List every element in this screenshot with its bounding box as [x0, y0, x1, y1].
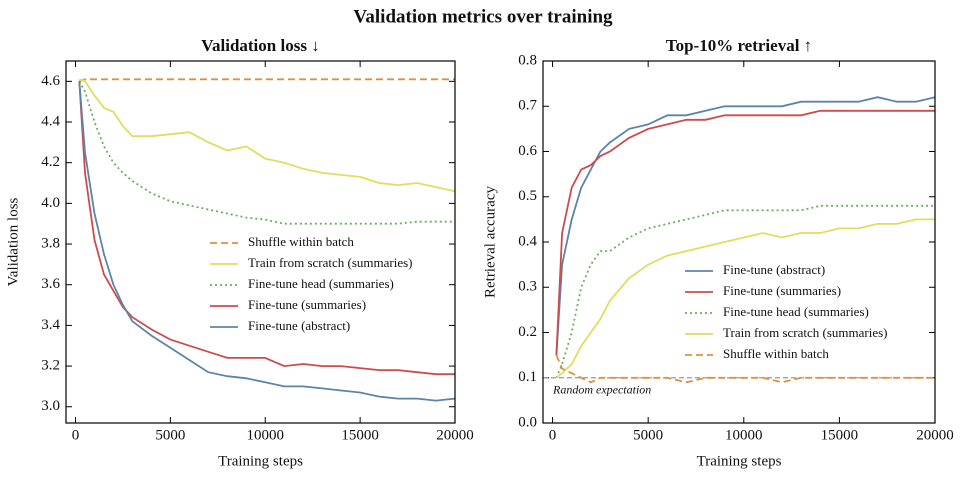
y-tick-label: 0.5: [518, 188, 537, 204]
y-tick-label: 0.6: [518, 143, 537, 159]
y-axis-label: Retrieval accuracy: [482, 185, 498, 298]
series-line: [555, 109, 935, 356]
y-tick-label: 4.2: [41, 154, 60, 170]
legend: Shuffle within batch Train from scratch (…: [210, 234, 413, 333]
x-tick-label: 5000: [155, 427, 185, 443]
y-tick-label: 4.4: [41, 113, 60, 129]
x-tick-label: 20000: [916, 427, 954, 443]
legend-label: Fine-tune (abstract): [248, 318, 350, 333]
axes-frame: [65, 60, 456, 424]
axes-frame: [542, 60, 936, 424]
y-tick-label: 3.2: [41, 357, 60, 373]
annotation: Random expectation: [552, 383, 651, 397]
legend-label: Fine-tune (abstract): [723, 262, 825, 277]
legend-label: Fine-tune (summaries): [248, 297, 366, 312]
legend-label: Fine-tune head (summaries): [723, 304, 869, 319]
legend-label: Fine-tune head (summaries): [248, 276, 394, 291]
legend: Fine-tune (abstract) Fine-tune (summaries…: [685, 262, 888, 361]
x-tick-label: 10000: [246, 427, 284, 443]
series-line: [555, 204, 935, 379]
y-tick-label: 0.0: [518, 414, 537, 430]
y-tick-label: 0.3: [518, 279, 537, 295]
series-line: [78, 81, 456, 402]
legend-label: Shuffle within batch: [723, 346, 829, 361]
legend-label: Train from scratch (summaries): [248, 255, 413, 270]
series-line: [555, 218, 935, 379]
x-tick-label: 0: [72, 427, 80, 443]
series-line: [555, 96, 936, 356]
y-tick-label: 0.7: [518, 98, 537, 114]
legend-label: Train from scratch (summaries): [723, 325, 888, 340]
y-tick-label: 0.1: [518, 369, 537, 385]
x-tick-label: 15000: [341, 427, 379, 443]
series-line: [79, 78, 456, 193]
figure-title: Validation metrics over training: [353, 6, 613, 27]
legend-label: Fine-tune (summaries): [723, 283, 841, 298]
y-tick-label: 3.6: [41, 276, 60, 292]
y-tick-label: 4.0: [41, 195, 60, 211]
y-tick-label: 4.6: [41, 73, 60, 89]
x-tick-label: 0: [549, 427, 557, 443]
y-tick-label: 3.0: [41, 398, 60, 414]
series-line: [78, 81, 455, 376]
x-tick-label: 20000: [436, 427, 474, 443]
y-tick-label: 0.4: [518, 233, 537, 249]
x-axis-label: Training steps: [218, 453, 303, 469]
legend-label: Shuffle within batch: [248, 234, 354, 249]
axes-title: Top-10% retrieval ↑: [666, 36, 812, 55]
y-tick-label: 0.8: [518, 52, 537, 68]
y-tick-label: 3.4: [41, 317, 60, 333]
y-axis-label: Validation loss: [5, 197, 21, 286]
series-line: [555, 354, 935, 384]
x-tick-label: 5000: [633, 427, 663, 443]
x-tick-label: 10000: [725, 427, 763, 443]
x-axis-label: Training steps: [697, 453, 782, 469]
axes-title: Validation loss ↓: [201, 36, 319, 55]
series-line: [79, 78, 455, 83]
series-line: [78, 80, 455, 225]
x-tick-label: 15000: [821, 427, 859, 443]
y-tick-label: 3.8: [41, 235, 60, 251]
y-tick-label: 0.2: [518, 324, 537, 340]
